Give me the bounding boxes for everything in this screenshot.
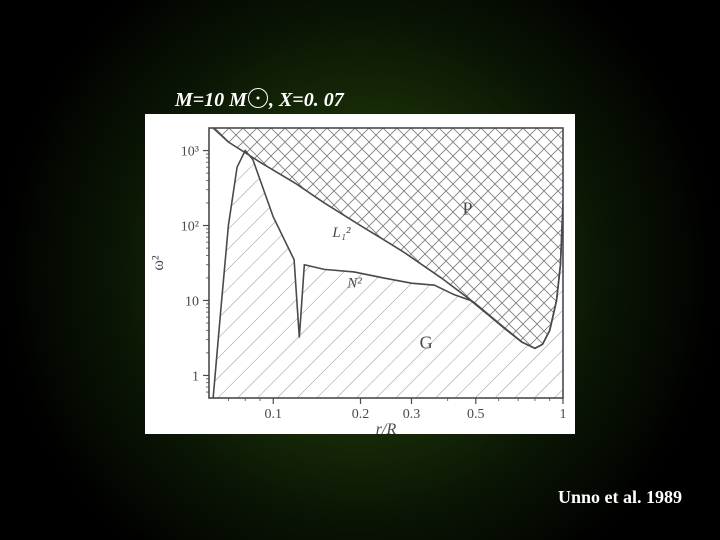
svg-text:0.5: 0.5 xyxy=(467,407,485,422)
svg-text:L₁²: L₁² xyxy=(331,225,351,241)
svg-text:G: G xyxy=(420,332,433,352)
chart-svg: 0.1 0.2 0.3 0.5 1 r/R 1 10 10² 10³ ω² L₁² N² P G xyxy=(145,114,575,434)
citation-text: Unno et al. 1989 xyxy=(558,487,682,508)
propagation-diagram-chart: 0.1 0.2 0.3 0.5 1 r/R 1 10 10² 10³ ω² L₁² N² P G xyxy=(145,114,575,434)
sun-symbol-icon xyxy=(248,88,268,108)
svg-text:0.1: 0.1 xyxy=(265,407,283,422)
svg-text:1: 1 xyxy=(560,407,567,422)
svg-text:r/R: r/R xyxy=(376,421,397,434)
slide-root: M=10 M , X=0. 07 0.1 0.2 0.3 0.5 1 r/R 1 10 10² 10… xyxy=(0,0,720,540)
svg-text:10³: 10³ xyxy=(181,145,199,160)
svg-text:P: P xyxy=(463,199,473,219)
svg-text:10²: 10² xyxy=(181,220,199,235)
title-suffix: , X=0. 07 xyxy=(269,89,344,111)
svg-text:1: 1 xyxy=(192,369,199,384)
svg-text:0.3: 0.3 xyxy=(403,407,421,422)
svg-text:ω²: ω² xyxy=(150,255,167,271)
title-prefix: M=10 M xyxy=(175,89,247,111)
slide-title: M=10 M , X=0. 07 xyxy=(175,88,344,112)
svg-text:10: 10 xyxy=(185,294,199,309)
svg-text:0.2: 0.2 xyxy=(352,407,370,422)
svg-text:N²: N² xyxy=(346,275,362,291)
